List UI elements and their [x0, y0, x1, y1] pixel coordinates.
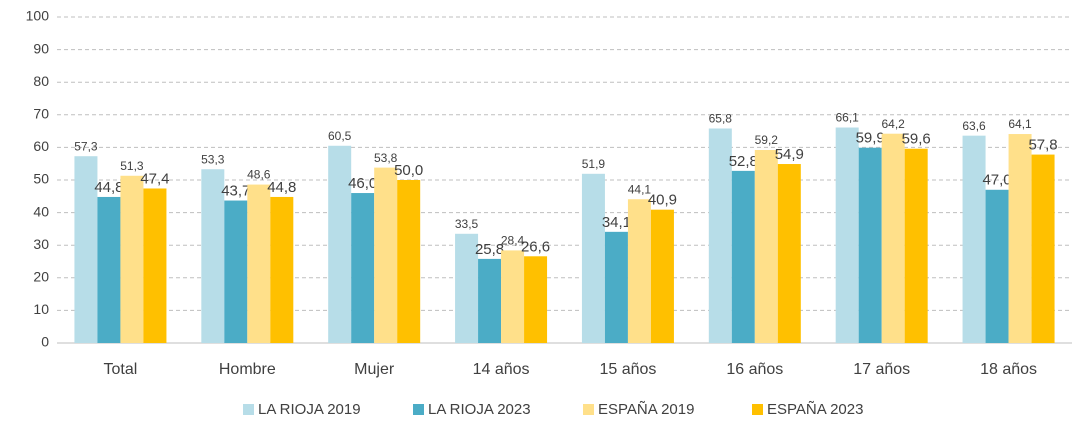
- y-tick-label: 90: [33, 40, 49, 56]
- bar: [120, 175, 144, 343]
- bar: [247, 184, 271, 343]
- bar: [604, 231, 628, 343]
- bar: [478, 258, 502, 343]
- legend-label: LA RIOJA 2023: [428, 401, 531, 418]
- data-label: 63,6: [962, 119, 986, 133]
- bar: [224, 200, 248, 343]
- data-label: 44,8: [94, 179, 123, 196]
- data-label: 53,3: [201, 152, 225, 166]
- data-label: 47,4: [140, 170, 169, 187]
- data-label: 34,1: [602, 214, 631, 231]
- bar: [328, 145, 352, 343]
- legend-label: LA RIOJA 2019: [258, 401, 361, 418]
- bar: [351, 193, 375, 343]
- bar: [904, 148, 928, 343]
- data-label: 57,8: [1028, 137, 1057, 154]
- bar: [1008, 134, 1032, 343]
- y-tick-label: 100: [26, 8, 50, 24]
- data-label: 25,8: [475, 241, 504, 258]
- bar: [858, 147, 882, 343]
- bar: [985, 189, 1009, 343]
- data-label: 33,5: [455, 217, 479, 231]
- bar: [397, 180, 421, 343]
- data-label: 57,3: [74, 139, 98, 153]
- data-label: 60,5: [328, 129, 352, 143]
- bar: [708, 128, 732, 343]
- bar: [201, 169, 225, 343]
- bar: [881, 133, 905, 343]
- bar: [777, 164, 801, 343]
- data-label: 65,8: [709, 112, 733, 126]
- x-tick-label: Total: [104, 361, 138, 378]
- bar: [835, 127, 859, 343]
- data-label: 26,6: [521, 238, 550, 255]
- data-label: 64,1: [1008, 117, 1032, 131]
- bar: [731, 170, 755, 343]
- x-tick-label: 14 años: [473, 361, 530, 378]
- data-label: 28,4: [501, 234, 525, 248]
- bar: [374, 167, 398, 343]
- x-tick-label: 18 años: [980, 361, 1037, 378]
- y-tick-label: 30: [33, 236, 49, 252]
- data-label: 51,9: [582, 157, 606, 171]
- legend-swatch: [413, 404, 424, 415]
- y-tick-label: 50: [33, 171, 49, 187]
- bar: [581, 173, 605, 343]
- bar: [270, 196, 294, 343]
- data-label: 66,1: [836, 111, 860, 125]
- bar: [650, 209, 674, 343]
- data-label: 51,3: [120, 159, 144, 173]
- legend-swatch: [243, 404, 254, 415]
- y-tick-label: 20: [33, 269, 49, 285]
- x-tick-label: Mujer: [354, 361, 395, 378]
- legend-label: ESPAÑA 2023: [767, 401, 863, 418]
- legend-swatch: [583, 404, 594, 415]
- bar: [627, 199, 651, 343]
- bar: [143, 188, 167, 343]
- bar: [501, 250, 525, 343]
- x-tick-label: Hombre: [219, 361, 276, 378]
- bar: [524, 256, 548, 343]
- data-label: 52,8: [729, 153, 758, 170]
- data-label: 54,9: [775, 146, 804, 163]
- data-label: 59,9: [856, 130, 885, 147]
- y-tick-label: 40: [33, 203, 49, 219]
- y-tick-label: 0: [41, 334, 49, 350]
- data-label: 44,8: [267, 179, 296, 196]
- data-label: 46,0: [348, 175, 377, 192]
- data-label: 47,0: [982, 172, 1011, 189]
- y-tick-label: 80: [33, 73, 49, 89]
- bar: [97, 196, 121, 343]
- data-label: 44,1: [628, 182, 652, 196]
- data-label: 43,7: [221, 183, 250, 200]
- y-tick-label: 70: [33, 106, 49, 122]
- data-label: 48,6: [247, 168, 271, 182]
- legend-label: ESPAÑA 2019: [598, 401, 694, 418]
- data-label: 59,2: [755, 133, 779, 147]
- bar: [74, 156, 98, 343]
- bar: [1031, 154, 1055, 343]
- data-label: 53,8: [374, 151, 398, 165]
- y-tick-label: 10: [33, 301, 49, 317]
- y-tick-label: 60: [33, 138, 49, 154]
- data-label: 40,9: [648, 192, 677, 209]
- bar: [754, 150, 778, 343]
- bar: [962, 135, 986, 343]
- data-label: 50,0: [394, 162, 423, 179]
- x-tick-label: 15 años: [599, 361, 656, 378]
- data-label: 64,2: [882, 117, 906, 131]
- bar: [455, 233, 479, 343]
- legend-swatch: [752, 404, 763, 415]
- data-label: 59,6: [902, 131, 931, 148]
- x-tick-label: 17 años: [853, 361, 910, 378]
- x-tick-label: 16 años: [726, 361, 783, 378]
